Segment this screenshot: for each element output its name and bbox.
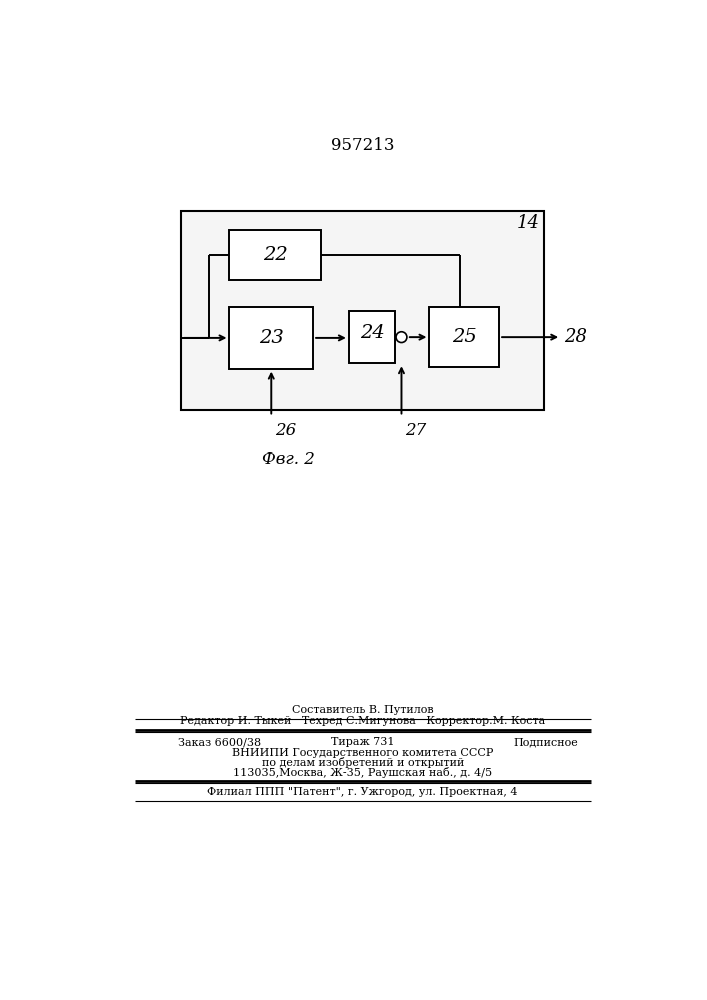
Text: 113035,Москва, Ж-35, Раушская наб., д. 4/5: 113035,Москва, Ж-35, Раушская наб., д. 4… <box>233 767 492 778</box>
Text: Фвг. 2: Фвг. 2 <box>262 451 315 468</box>
Bar <box>349 311 395 363</box>
Text: 23: 23 <box>259 329 284 347</box>
Text: ВНИИПИ Государственного комитета СССР: ВНИИПИ Государственного комитета СССР <box>232 748 493 758</box>
Text: 25: 25 <box>452 328 477 346</box>
Text: Составитель В. Путилов: Составитель В. Путилов <box>292 705 433 715</box>
Text: Подписное: Подписное <box>513 737 578 747</box>
Text: Редактор И. Тыкей   Техред С.Мигунова   Корректор.М. Коста: Редактор И. Тыкей Техред С.Мигунова Корр… <box>180 716 545 726</box>
Circle shape <box>396 332 407 343</box>
Text: Филиал ППП "Патент", г. Ужгород, ул. Проектная, 4: Филиал ППП "Патент", г. Ужгород, ул. Про… <box>207 787 518 797</box>
Text: Тираж 731: Тираж 731 <box>331 737 395 747</box>
Text: по делам изобретений и открытий: по делам изобретений и открытий <box>262 757 464 768</box>
Bar <box>230 307 313 369</box>
Text: 22: 22 <box>263 246 288 264</box>
Text: Заказ 6600/38: Заказ 6600/38 <box>177 737 261 747</box>
Bar <box>230 230 321 280</box>
Text: 26: 26 <box>275 422 296 439</box>
Text: 28: 28 <box>564 328 588 346</box>
Text: 24: 24 <box>360 324 385 342</box>
Bar <box>429 307 499 367</box>
Text: 14: 14 <box>517 214 540 232</box>
Bar <box>182 211 544 410</box>
Text: 957213: 957213 <box>331 137 395 154</box>
Text: 27: 27 <box>405 422 426 439</box>
